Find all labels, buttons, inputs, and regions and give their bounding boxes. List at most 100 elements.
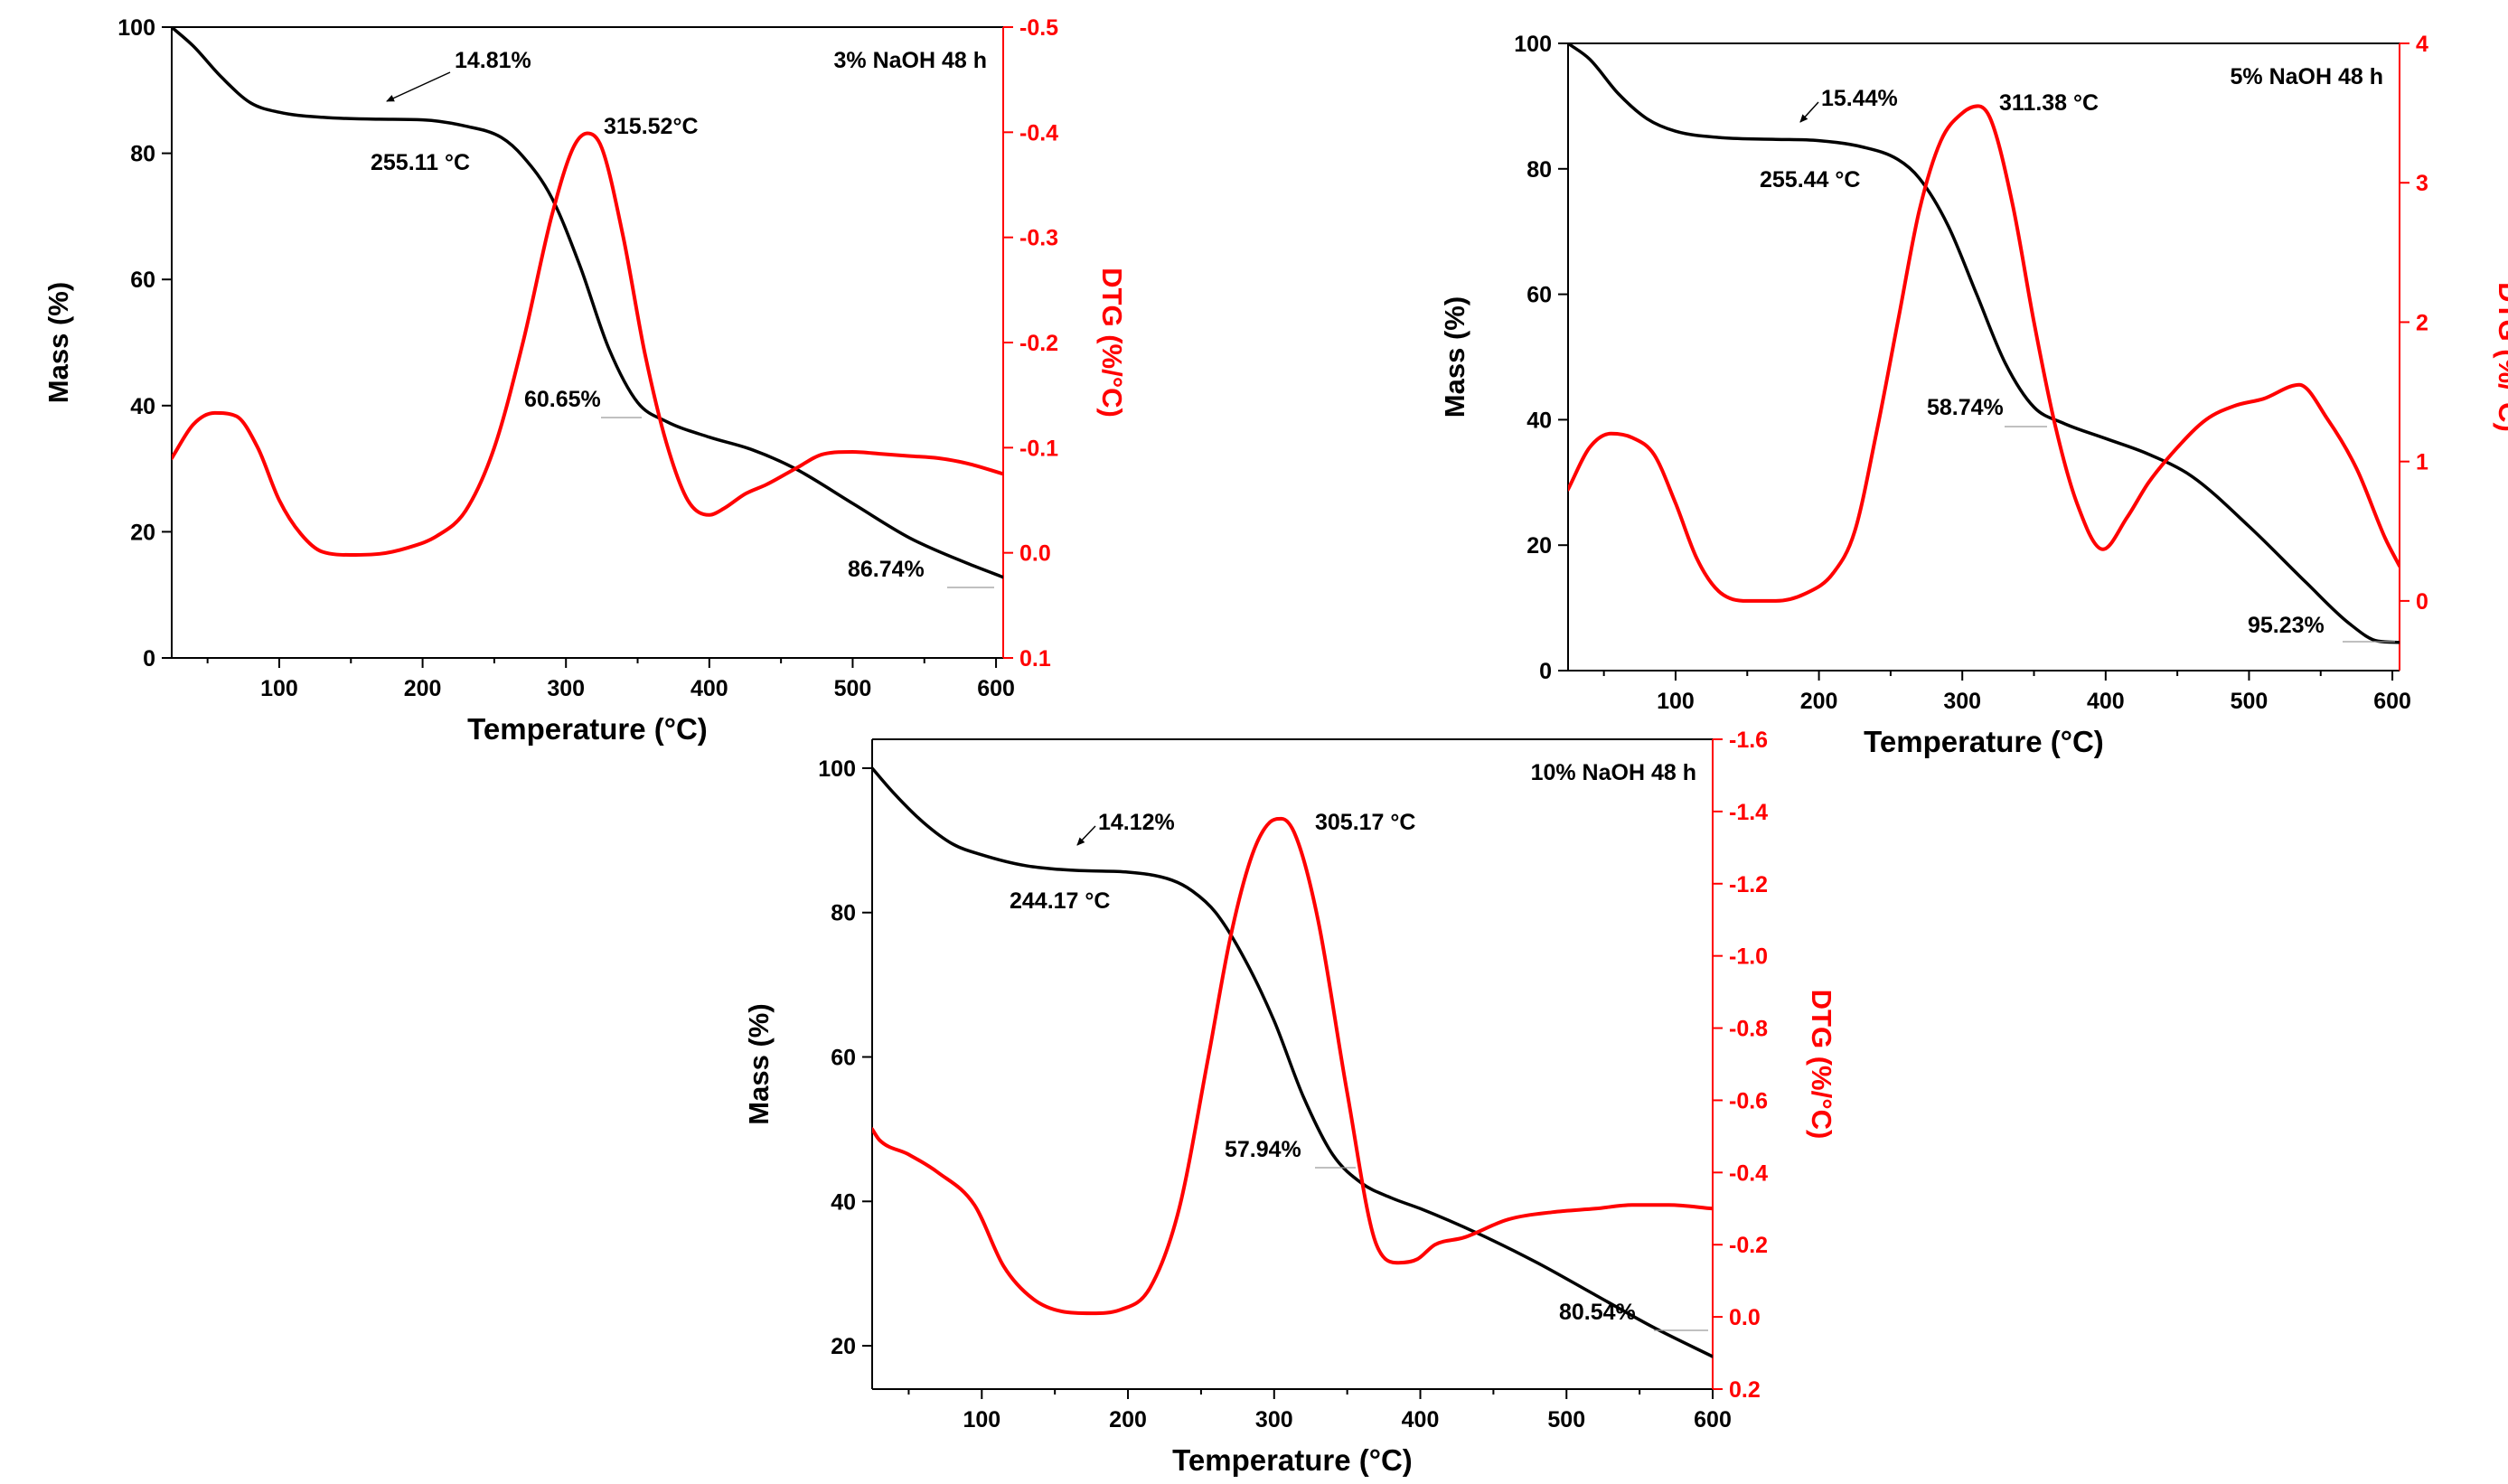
x-tick-label: 300 bbox=[547, 676, 585, 701]
x-tick-label: 600 bbox=[2373, 689, 2411, 714]
x-tick-label: 600 bbox=[977, 676, 1015, 701]
annotation-arrow bbox=[1799, 101, 1819, 123]
y2-tick-label: -0.2 bbox=[1729, 1233, 1768, 1258]
annotation-label: 255.11 °C bbox=[371, 150, 470, 175]
y2-tick-label: 2 bbox=[2416, 310, 2428, 335]
y2-tick-label: -0.5 bbox=[1019, 15, 1058, 41]
curves bbox=[872, 766, 1713, 1358]
x-tick-label: 400 bbox=[690, 676, 728, 701]
y2-axis-title: DTG (%/°C) bbox=[2493, 282, 2508, 432]
x-tick-label: 200 bbox=[1109, 1407, 1147, 1432]
annotation-label: 80.54% bbox=[1559, 1300, 1636, 1325]
chart-title: 3% NaOH 48 h bbox=[833, 48, 987, 73]
x-tick-label: 200 bbox=[1800, 689, 1838, 714]
chart-title: 10% NaOH 48 h bbox=[1531, 760, 1696, 785]
y-tick-label: 60 bbox=[130, 268, 155, 293]
annotation-label: 95.23% bbox=[2248, 613, 2325, 638]
y-axis-title: Mass (%) bbox=[1439, 296, 1470, 418]
y2-tick-label: 3 bbox=[2416, 171, 2428, 196]
dtg-curve bbox=[172, 131, 1003, 557]
y-tick-label: 40 bbox=[130, 394, 155, 419]
y-axis-title: Mass (%) bbox=[42, 282, 74, 403]
annotation-label: 255.44 °C bbox=[1760, 167, 1860, 193]
annotation-arrow bbox=[1076, 825, 1096, 846]
annotation-arrow bbox=[386, 71, 451, 102]
y-tick-label: 60 bbox=[831, 1046, 856, 1071]
x-tick-label: 500 bbox=[834, 676, 872, 701]
y2-tick-label: 0.2 bbox=[1729, 1377, 1761, 1403]
curves bbox=[1568, 43, 2400, 644]
y2-tick-label: -0.2 bbox=[1019, 331, 1058, 356]
y-axis-title: Mass (%) bbox=[743, 1003, 775, 1124]
x-tick-label: 100 bbox=[963, 1407, 1000, 1432]
y-tick-label: 20 bbox=[130, 520, 155, 545]
y2-tick-label: -1.4 bbox=[1729, 800, 1768, 825]
chart-3pct-naoh: 100 200 300 400 500 600 0 20 40 60 80 100 0.1 0.0 -0.1… bbox=[42, 15, 1128, 746]
y2-tick-label: 4 bbox=[2416, 32, 2428, 57]
dtg-curve bbox=[1568, 104, 2400, 603]
annotation-label: 311.38 °C bbox=[1999, 90, 2099, 116]
y2-tick-label: -0.4 bbox=[1729, 1160, 1768, 1186]
y2-tick-label: -0.8 bbox=[1729, 1017, 1768, 1042]
y2-axis-title: DTG (%/°C) bbox=[1806, 990, 1837, 1140]
chart-5pct-naoh: 100 200 300 400 500 600 0 20 40 60 80 100 0 1 2 3 4 Tempe… bbox=[1439, 32, 2508, 758]
y2-tick-label: -1.2 bbox=[1729, 872, 1768, 897]
y-tick-label: 0 bbox=[1539, 659, 1552, 684]
y2-tick-label: -0.3 bbox=[1019, 226, 1058, 251]
x-tick-label: 200 bbox=[404, 676, 442, 701]
x-axis-title: Temperature (°C) bbox=[1864, 725, 2104, 758]
chart-10pct-naoh: 100 200 300 400 500 600 20 40 60 80 100 0.2 0.0 -0.2 -… bbox=[743, 728, 1837, 1477]
annotation-label: 86.74% bbox=[848, 557, 925, 582]
y-tick-label: 100 bbox=[818, 756, 856, 782]
y-tick-label: 60 bbox=[1526, 283, 1552, 308]
annotation-label: 15.44% bbox=[1821, 86, 1898, 111]
y-tick-label: 20 bbox=[1526, 533, 1552, 559]
y-tick-label: 40 bbox=[1526, 408, 1552, 433]
annotation-label: 60.65% bbox=[524, 387, 601, 412]
y-tick-label: 80 bbox=[1526, 157, 1552, 183]
y2-tick-label: -1.0 bbox=[1729, 944, 1768, 970]
x-tick-label: 300 bbox=[1255, 1407, 1293, 1432]
y-tick-label: 100 bbox=[117, 15, 155, 41]
x-tick-label: 400 bbox=[2087, 689, 2125, 714]
x-tick-label: 500 bbox=[1547, 1407, 1585, 1432]
y-tick-label: 80 bbox=[130, 142, 155, 167]
y-tick-label: 40 bbox=[831, 1189, 856, 1215]
y-tick-label: 20 bbox=[831, 1334, 856, 1359]
mass-curve bbox=[872, 766, 1713, 1358]
y2-tick-label: 0 bbox=[2416, 589, 2428, 615]
annotation-label: 244.17 °C bbox=[1010, 888, 1110, 914]
annotation-label: 14.81% bbox=[455, 48, 531, 73]
x-tick-label: 100 bbox=[260, 676, 298, 701]
dtg-curve bbox=[872, 816, 1713, 1316]
annotation-label: 57.94% bbox=[1225, 1137, 1301, 1162]
chart-title: 5% NaOH 48 h bbox=[2230, 64, 2383, 89]
x-tick-label: 600 bbox=[1694, 1407, 1732, 1432]
y2-tick-label: 0.1 bbox=[1019, 646, 1051, 672]
annotation-label: 58.74% bbox=[1927, 395, 2004, 420]
y2-tick-label: -0.4 bbox=[1019, 120, 1058, 146]
y2-tick-label: -0.1 bbox=[1019, 436, 1058, 461]
y2-tick-label: -1.6 bbox=[1729, 728, 1768, 753]
y-tick-label: 0 bbox=[143, 646, 155, 672]
y2-tick-label: 0.0 bbox=[1729, 1305, 1761, 1330]
x-tick-label: 400 bbox=[1402, 1407, 1440, 1432]
mass-curve bbox=[172, 27, 1003, 579]
annotation-label: 315.52°C bbox=[604, 114, 699, 139]
x-tick-label: 500 bbox=[2231, 689, 2268, 714]
x-tick-label: 100 bbox=[1657, 689, 1695, 714]
x-tick-label: 300 bbox=[1943, 689, 1981, 714]
x-axis-title: Temperature (°C) bbox=[467, 712, 708, 746]
curves bbox=[172, 27, 1003, 579]
y-tick-label: 80 bbox=[831, 901, 856, 926]
y2-tick-label: 0.0 bbox=[1019, 541, 1051, 567]
y2-axis-title: DTG (%/°C) bbox=[1096, 268, 1128, 418]
y2-tick-label: -0.6 bbox=[1729, 1088, 1768, 1113]
x-axis-title: Temperature (°C) bbox=[1172, 1443, 1413, 1477]
y-tick-label: 100 bbox=[1514, 32, 1552, 57]
y2-tick-label: 1 bbox=[2416, 450, 2428, 475]
annotation-label: 305.17 °C bbox=[1315, 810, 1415, 835]
annotation-label: 14.12% bbox=[1098, 810, 1175, 835]
mass-curve bbox=[1568, 43, 2400, 644]
